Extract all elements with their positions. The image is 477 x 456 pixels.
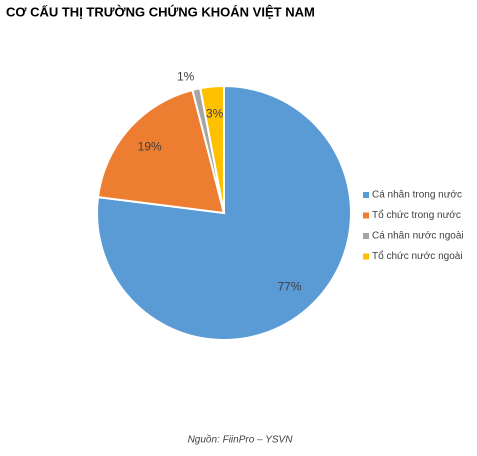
pie-slice (96, 88, 226, 215)
legend-swatch (363, 233, 369, 239)
legend-label: Cá nhân trong nước (372, 190, 462, 201)
source-note: Nguồn: FiinPro – YSVN (188, 434, 294, 446)
pie-slice (96, 84, 352, 341)
legend-label: Tổ chức nước ngoài (372, 250, 463, 262)
pie-slice (199, 84, 225, 214)
data-label: 19% (138, 140, 162, 154)
legend-swatch (363, 212, 369, 219)
legend-swatch (363, 253, 369, 260)
legend-swatch (363, 192, 369, 198)
legend-label: Tổ chức trong nước (372, 209, 461, 221)
legend-label: Cá nhân nước ngoài (372, 231, 464, 242)
data-label: 77% (277, 279, 301, 293)
data-label: 3% (206, 107, 224, 121)
data-label: 1% (177, 70, 195, 84)
chart-title: CƠ CẤU THỊ TRƯỜNG CHỨNG KHOÁN VIỆT NAM (6, 4, 315, 19)
